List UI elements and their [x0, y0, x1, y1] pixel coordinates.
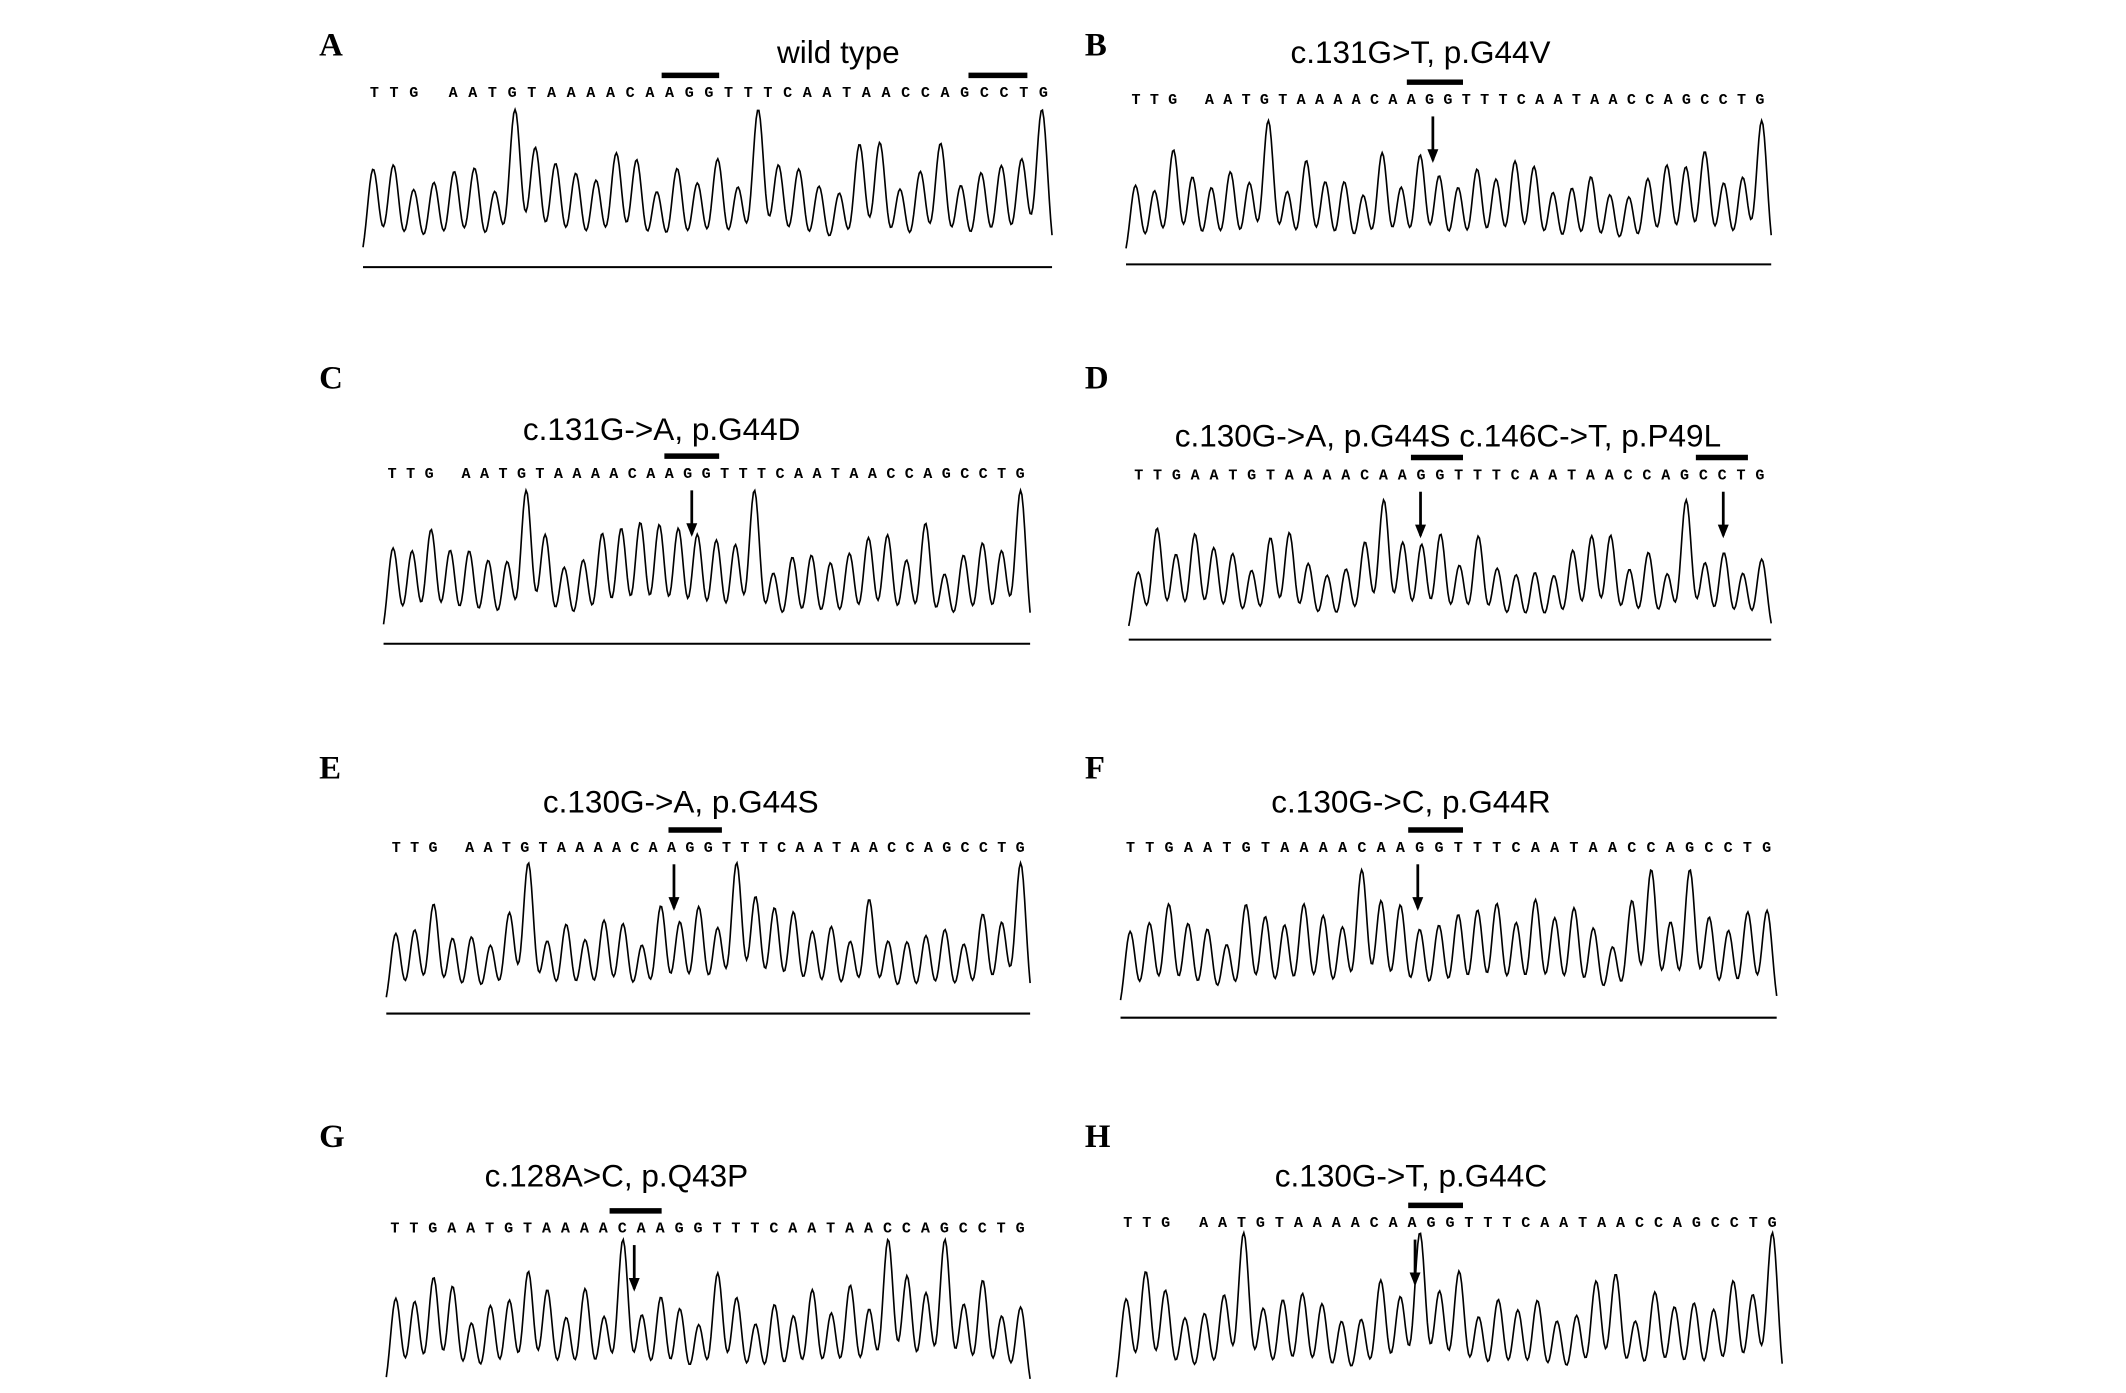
arrow-head	[1409, 1272, 1421, 1287]
panel-label: F	[1085, 751, 1105, 787]
arrow-head	[1412, 897, 1424, 911]
panel-label: G	[319, 1119, 345, 1155]
panel-title: c.128A>C, p.Q43P	[485, 1157, 749, 1193]
arrow-head	[628, 1277, 640, 1292]
panel: Dc.130G->A, p.G44S c.146C->T, p.P49L TTGA…	[1085, 360, 1773, 641]
arrow-head	[1415, 524, 1427, 539]
chromatogram-trace	[1127, 497, 1773, 627]
panel-title: c.130G->T, p.G44C	[1275, 1157, 1547, 1193]
sequence: TTG AATGTAAAACAAGGTTTCAATAACCAGCCTG	[1131, 91, 1764, 109]
chromatogram-trace	[385, 1236, 1031, 1380]
panel: Gc.128A>C, p.Q43P TTGAATGTAAAACAAGGTTTCAA…	[319, 1119, 1031, 1380]
panel: Ec.130G->A, p.G44S TTG AATGTAAAACAAGGTTTC…	[319, 751, 1031, 1015]
panel-label: H	[1085, 1119, 1111, 1155]
panel-title: c.131G->A, p.G44D	[523, 411, 801, 447]
sequence: TTG AATGTAAAACAAGGTTTCAATAACCAGCCTG	[388, 465, 1025, 483]
chromatogram-trace	[1115, 1229, 1783, 1378]
chromatogram-trace	[1119, 867, 1778, 1001]
panel-title: c.131G>T, p.G44V	[1291, 34, 1551, 70]
chromatogram-trace	[382, 487, 1031, 625]
sequence: TTGAATGTAAAACAAGGTTTCAATAACCAGCCTG	[1134, 466, 1764, 484]
arrow-head	[668, 897, 680, 911]
panel-label: E	[319, 751, 341, 787]
arrow-head	[1717, 524, 1729, 539]
panel-label: C	[319, 360, 343, 396]
panel: Fc.130G->C, p.G44R TTGAATGTAAAACAAGGTTTCA…	[1085, 751, 1778, 1019]
sequence: TTG AATGTAAAACAAGGTTTCAATAACCAGCCTG	[392, 839, 1025, 857]
chromatogram-trace	[385, 859, 1031, 998]
chromatogram-trace	[1125, 117, 1773, 249]
arrow-head	[1427, 149, 1439, 163]
panel: Hc.130G->T, p.G44C TTG AATGTAAAACAAGGTTTC…	[1085, 1119, 1783, 1378]
arrow-head	[686, 523, 698, 537]
sequence: TTG AATGTAAAACAAGGTTTCAATAACCAGCCTG	[1123, 1214, 1776, 1232]
panel-label: A	[319, 27, 343, 63]
panel-title: c.130G->C, p.G44R	[1271, 783, 1550, 819]
sequence: TTG AATGTAAAACAAGGTTTCAATAACCAGCCTG	[370, 84, 1048, 102]
panel-label: B	[1085, 27, 1107, 63]
panel-title: wild type	[776, 34, 900, 70]
sequence: TTGAATGTAAAACAAGGTTTCAATAACCAGCCTG	[390, 1220, 1024, 1238]
chromatogram-trace	[362, 106, 1053, 248]
sequence: TTGAATGTAAAACAAGGTTTCAATAACCAGCCTG	[1126, 839, 1771, 857]
panel-label: D	[1085, 360, 1109, 396]
panel-title: c.130G->A, p.G44S	[543, 783, 819, 819]
panel-title: c.130G->A, p.G44S c.146C->T, p.P49L	[1175, 418, 1721, 454]
panel: Cc.131G->A, p.G44D TTG AATGTAAAACAAGGTTTC…	[319, 360, 1031, 645]
